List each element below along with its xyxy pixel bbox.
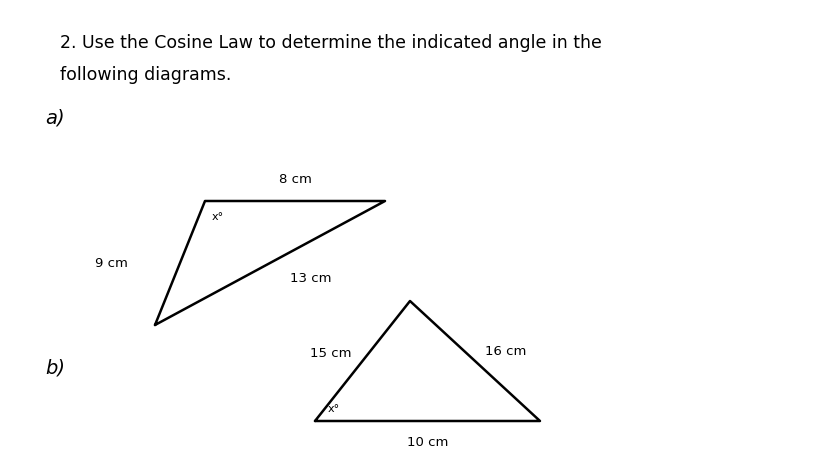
Text: a): a) [45, 109, 64, 128]
Text: 9 cm: 9 cm [95, 257, 128, 270]
Text: 16 cm: 16 cm [485, 345, 526, 358]
Text: b): b) [45, 358, 65, 377]
Text: following diagrams.: following diagrams. [60, 66, 232, 84]
Text: 8 cm: 8 cm [279, 173, 311, 186]
Text: 13 cm: 13 cm [290, 271, 332, 284]
Text: 10 cm: 10 cm [407, 435, 449, 448]
Text: x°: x° [212, 212, 224, 221]
Text: 15 cm: 15 cm [311, 347, 352, 360]
Text: x°: x° [328, 403, 340, 413]
Text: 2. Use the Cosine Law to determine the indicated angle in the: 2. Use the Cosine Law to determine the i… [60, 34, 602, 52]
